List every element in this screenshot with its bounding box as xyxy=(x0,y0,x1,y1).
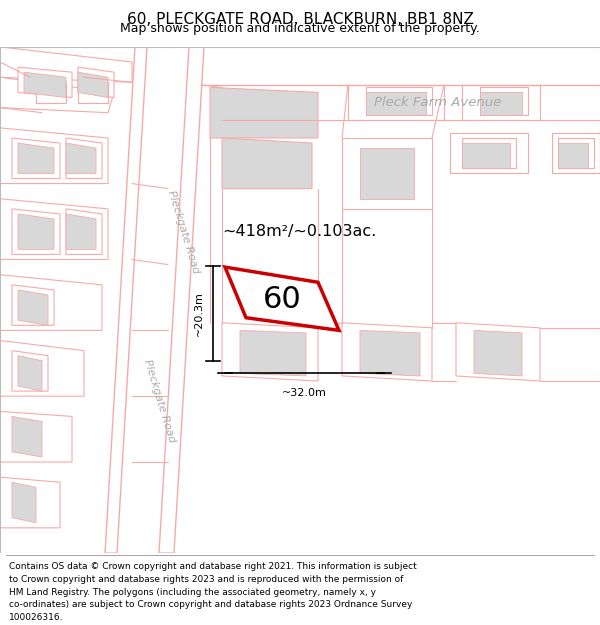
Polygon shape xyxy=(18,214,54,249)
Polygon shape xyxy=(450,133,528,173)
Polygon shape xyxy=(240,331,306,376)
Text: ~32.0m: ~32.0m xyxy=(282,388,327,398)
Polygon shape xyxy=(462,138,516,168)
Polygon shape xyxy=(105,47,147,553)
Polygon shape xyxy=(159,47,204,553)
Polygon shape xyxy=(18,356,42,391)
Polygon shape xyxy=(18,67,72,98)
Polygon shape xyxy=(342,322,432,381)
Polygon shape xyxy=(78,72,108,98)
Polygon shape xyxy=(66,138,102,179)
Text: Pleck Farm Avenue: Pleck Farm Avenue xyxy=(374,96,502,109)
Polygon shape xyxy=(462,85,540,120)
Polygon shape xyxy=(474,331,522,376)
Polygon shape xyxy=(0,78,114,112)
Polygon shape xyxy=(342,138,432,209)
Polygon shape xyxy=(225,267,339,331)
Polygon shape xyxy=(12,482,36,522)
Polygon shape xyxy=(222,138,312,189)
Polygon shape xyxy=(0,478,60,528)
Polygon shape xyxy=(480,88,528,115)
Polygon shape xyxy=(366,92,426,115)
Polygon shape xyxy=(222,322,318,381)
Polygon shape xyxy=(462,143,510,168)
Text: 100026316.: 100026316. xyxy=(9,612,64,622)
Polygon shape xyxy=(0,199,108,259)
Text: Contains OS data © Crown copyright and database right 2021. This information is : Contains OS data © Crown copyright and d… xyxy=(9,562,417,571)
Text: 60: 60 xyxy=(263,285,301,314)
Polygon shape xyxy=(348,85,444,120)
Polygon shape xyxy=(360,148,414,199)
Text: Pleckgate Road: Pleckgate Road xyxy=(142,358,176,444)
Text: Map shows position and indicative extent of the property.: Map shows position and indicative extent… xyxy=(120,22,480,35)
Polygon shape xyxy=(0,47,132,82)
Polygon shape xyxy=(66,209,102,254)
Polygon shape xyxy=(18,143,54,173)
Text: 60, PLECKGATE ROAD, BLACKBURN, BB1 8NZ: 60, PLECKGATE ROAD, BLACKBURN, BB1 8NZ xyxy=(127,12,473,27)
Text: ~418m²/~0.103ac.: ~418m²/~0.103ac. xyxy=(222,224,376,239)
Polygon shape xyxy=(12,416,42,457)
Polygon shape xyxy=(0,275,102,331)
Polygon shape xyxy=(12,351,48,391)
Polygon shape xyxy=(210,88,318,138)
Polygon shape xyxy=(0,341,84,396)
Polygon shape xyxy=(78,82,108,102)
Polygon shape xyxy=(558,138,594,168)
Polygon shape xyxy=(12,138,60,179)
Polygon shape xyxy=(78,67,114,98)
Polygon shape xyxy=(18,290,48,325)
Text: to Crown copyright and database rights 2023 and is reproduced with the permissio: to Crown copyright and database rights 2… xyxy=(9,575,403,584)
Polygon shape xyxy=(12,285,54,325)
Polygon shape xyxy=(456,322,540,381)
Polygon shape xyxy=(552,133,600,173)
Polygon shape xyxy=(360,331,420,376)
Text: HM Land Registry. The polygons (including the associated geometry, namely x, y: HM Land Registry. The polygons (includin… xyxy=(9,588,376,597)
Polygon shape xyxy=(366,88,432,115)
Text: Pleckgate Road: Pleckgate Road xyxy=(166,189,200,274)
Text: co-ordinates) are subject to Crown copyright and database rights 2023 Ordnance S: co-ordinates) are subject to Crown copyr… xyxy=(9,600,412,609)
Text: ~20.3m: ~20.3m xyxy=(194,291,204,336)
Polygon shape xyxy=(0,128,108,184)
Polygon shape xyxy=(24,72,66,98)
Polygon shape xyxy=(66,214,96,249)
Polygon shape xyxy=(66,143,96,173)
Polygon shape xyxy=(558,143,588,168)
Polygon shape xyxy=(480,92,522,115)
Polygon shape xyxy=(0,411,72,462)
Polygon shape xyxy=(12,209,60,254)
Polygon shape xyxy=(36,82,66,102)
